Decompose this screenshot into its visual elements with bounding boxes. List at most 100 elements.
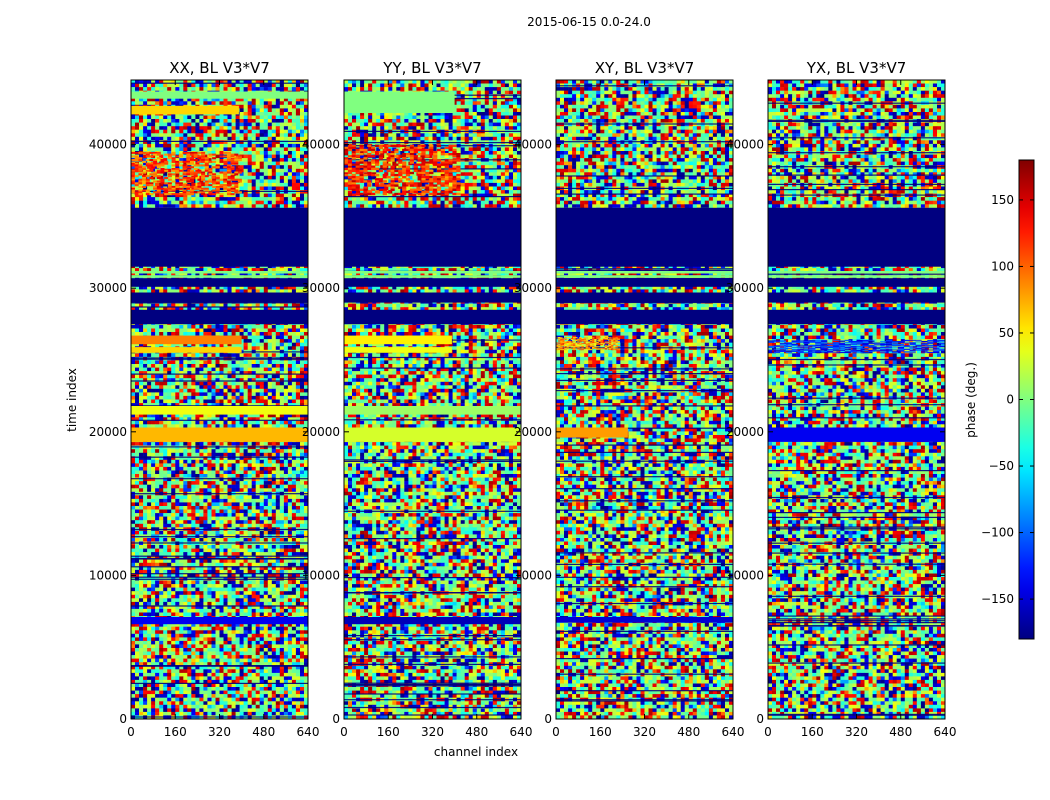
x-tick-label: 320 — [208, 725, 231, 739]
panel-title: XX, BL V3*V7 — [169, 59, 270, 77]
panels: XX, BL V3*V7 0 160 320 480 640 0 10000 20000 3000… — [89, 59, 957, 739]
phase-band-2 — [556, 292, 733, 303]
colorbar-tick-label: −50 — [989, 459, 1014, 473]
panel-title: XY, BL V3*V7 — [595, 59, 695, 77]
phase-cluster-0 — [131, 151, 242, 196]
panel-image — [768, 80, 945, 719]
phase-band-10 — [131, 91, 308, 99]
x-tick-label: 320 — [845, 725, 868, 739]
y-tick-label: 0 — [756, 712, 764, 726]
y-tick-label: 20000 — [726, 425, 764, 439]
x-tick-label: 640 — [297, 725, 320, 739]
x-tick-label: 160 — [801, 725, 824, 739]
phase-band-5 — [556, 617, 733, 623]
phase-cluster-0 — [556, 337, 620, 351]
y-tick-label: 30000 — [514, 281, 552, 295]
colorbar-tick-label: 100 — [991, 259, 1014, 273]
y-tick-label: 40000 — [726, 138, 764, 152]
y-tick-label: 20000 — [302, 425, 340, 439]
phase-band-3 — [556, 309, 733, 325]
phase-band-1 — [768, 278, 945, 287]
phase-band-9 — [131, 105, 239, 115]
colorbar-tick-label: 0 — [1006, 393, 1014, 407]
y-tick-label: 10000 — [302, 568, 340, 582]
y-tick-label: 20000 — [514, 425, 552, 439]
phase-band-2 — [768, 292, 945, 303]
x-tick-label: 160 — [589, 725, 612, 739]
x-tick-label: 0 — [764, 725, 772, 739]
y-tick-label: 40000 — [302, 138, 340, 152]
panel-3: YX, BL V3*V7 0 160 320 480 640 0 10000 20000 3000… — [726, 59, 957, 739]
x-tick-label: 480 — [465, 725, 488, 739]
x-tick-label: 640 — [510, 725, 533, 739]
phase-band-2 — [131, 292, 308, 303]
x-tick-label: 320 — [633, 725, 656, 739]
panel-title: YY, BL V3*V7 — [382, 59, 481, 77]
phase-band-3 — [344, 309, 521, 325]
phase-noise — [768, 80, 945, 719]
phase-band-5 — [344, 347, 452, 353]
x-tick-label: 0 — [552, 725, 560, 739]
y-tick-label: 40000 — [514, 138, 552, 152]
phase-band-8 — [344, 617, 521, 625]
phase-band-0 — [768, 207, 945, 267]
x-tick-label: 160 — [377, 725, 400, 739]
colorbar-tick-label: −150 — [981, 592, 1014, 606]
x-tick-label: 320 — [421, 725, 444, 739]
phase-band-2 — [344, 292, 521, 303]
phase-band-4 — [344, 335, 452, 345]
phase-band-7 — [344, 427, 521, 442]
y-tick-label: 30000 — [89, 281, 127, 295]
x-tick-label: 640 — [934, 725, 957, 739]
y-tick-label: 0 — [544, 712, 552, 726]
phase-band-0 — [131, 207, 308, 267]
y-tick-label: 40000 — [89, 138, 127, 152]
phase-band-0 — [556, 207, 733, 267]
y-tick-label: 30000 — [726, 281, 764, 295]
y-tick-label: 10000 — [89, 568, 127, 582]
y-tick-label: 20000 — [89, 425, 127, 439]
phase-band-6 — [344, 406, 521, 415]
panel-0: XX, BL V3*V7 0 160 320 480 640 0 10000 20000 3000… — [89, 59, 320, 739]
y-axis-label: time index — [65, 368, 79, 432]
x-axis-label: channel index — [434, 745, 518, 759]
y-tick-label: 10000 — [514, 568, 552, 582]
phase-band-1 — [131, 278, 308, 287]
y-tick-label: 0 — [332, 712, 340, 726]
colorbar-tick-label: 150 — [991, 193, 1014, 207]
phase-band-7 — [131, 427, 308, 442]
phase-band-5 — [131, 347, 242, 353]
phase-band-1 — [556, 278, 733, 287]
x-tick-label: 0 — [340, 725, 348, 739]
x-tick-label: 480 — [252, 725, 275, 739]
phase-cluster-0 — [768, 339, 945, 354]
y-tick-label: 0 — [119, 712, 127, 726]
panel-title: YX, BL V3*V7 — [806, 59, 907, 77]
colorbar-label: phase (deg.) — [964, 362, 978, 438]
panel-image — [556, 80, 733, 719]
phase-band-6 — [131, 406, 308, 415]
y-tick-label: 30000 — [302, 281, 340, 295]
phase-band-0 — [344, 207, 521, 267]
x-tick-label: 0 — [127, 725, 135, 739]
x-tick-label: 480 — [677, 725, 700, 739]
phase-band-9 — [344, 91, 455, 113]
phase-band-3 — [768, 309, 945, 325]
y-tick-label: 10000 — [726, 568, 764, 582]
colorbar: −150 −100 −50 0 50 100 150 phase (deg.) — [964, 159, 1035, 640]
colorbar-tick-label: −100 — [981, 526, 1014, 540]
x-tick-label: 640 — [722, 725, 745, 739]
x-tick-label: 160 — [164, 725, 187, 739]
panel-1: YY, BL V3*V7 0 160 320 480 640 0 10000 20000 3000… — [302, 59, 533, 739]
phase-band-4 — [131, 335, 242, 345]
phase-band-1 — [344, 278, 521, 287]
x-tick-label: 480 — [889, 725, 912, 739]
panel-image — [344, 80, 521, 719]
colorbar-tick-label: 50 — [999, 326, 1014, 340]
figure-title: 2015-06-15 0.0-24.0 — [527, 15, 651, 29]
panel-2: XY, BL V3*V7 0 160 320 480 640 0 10000 20000 3000… — [514, 59, 745, 739]
phase-cluster-0 — [344, 144, 461, 196]
phase-band-8 — [131, 617, 308, 625]
panel-image — [131, 80, 308, 719]
